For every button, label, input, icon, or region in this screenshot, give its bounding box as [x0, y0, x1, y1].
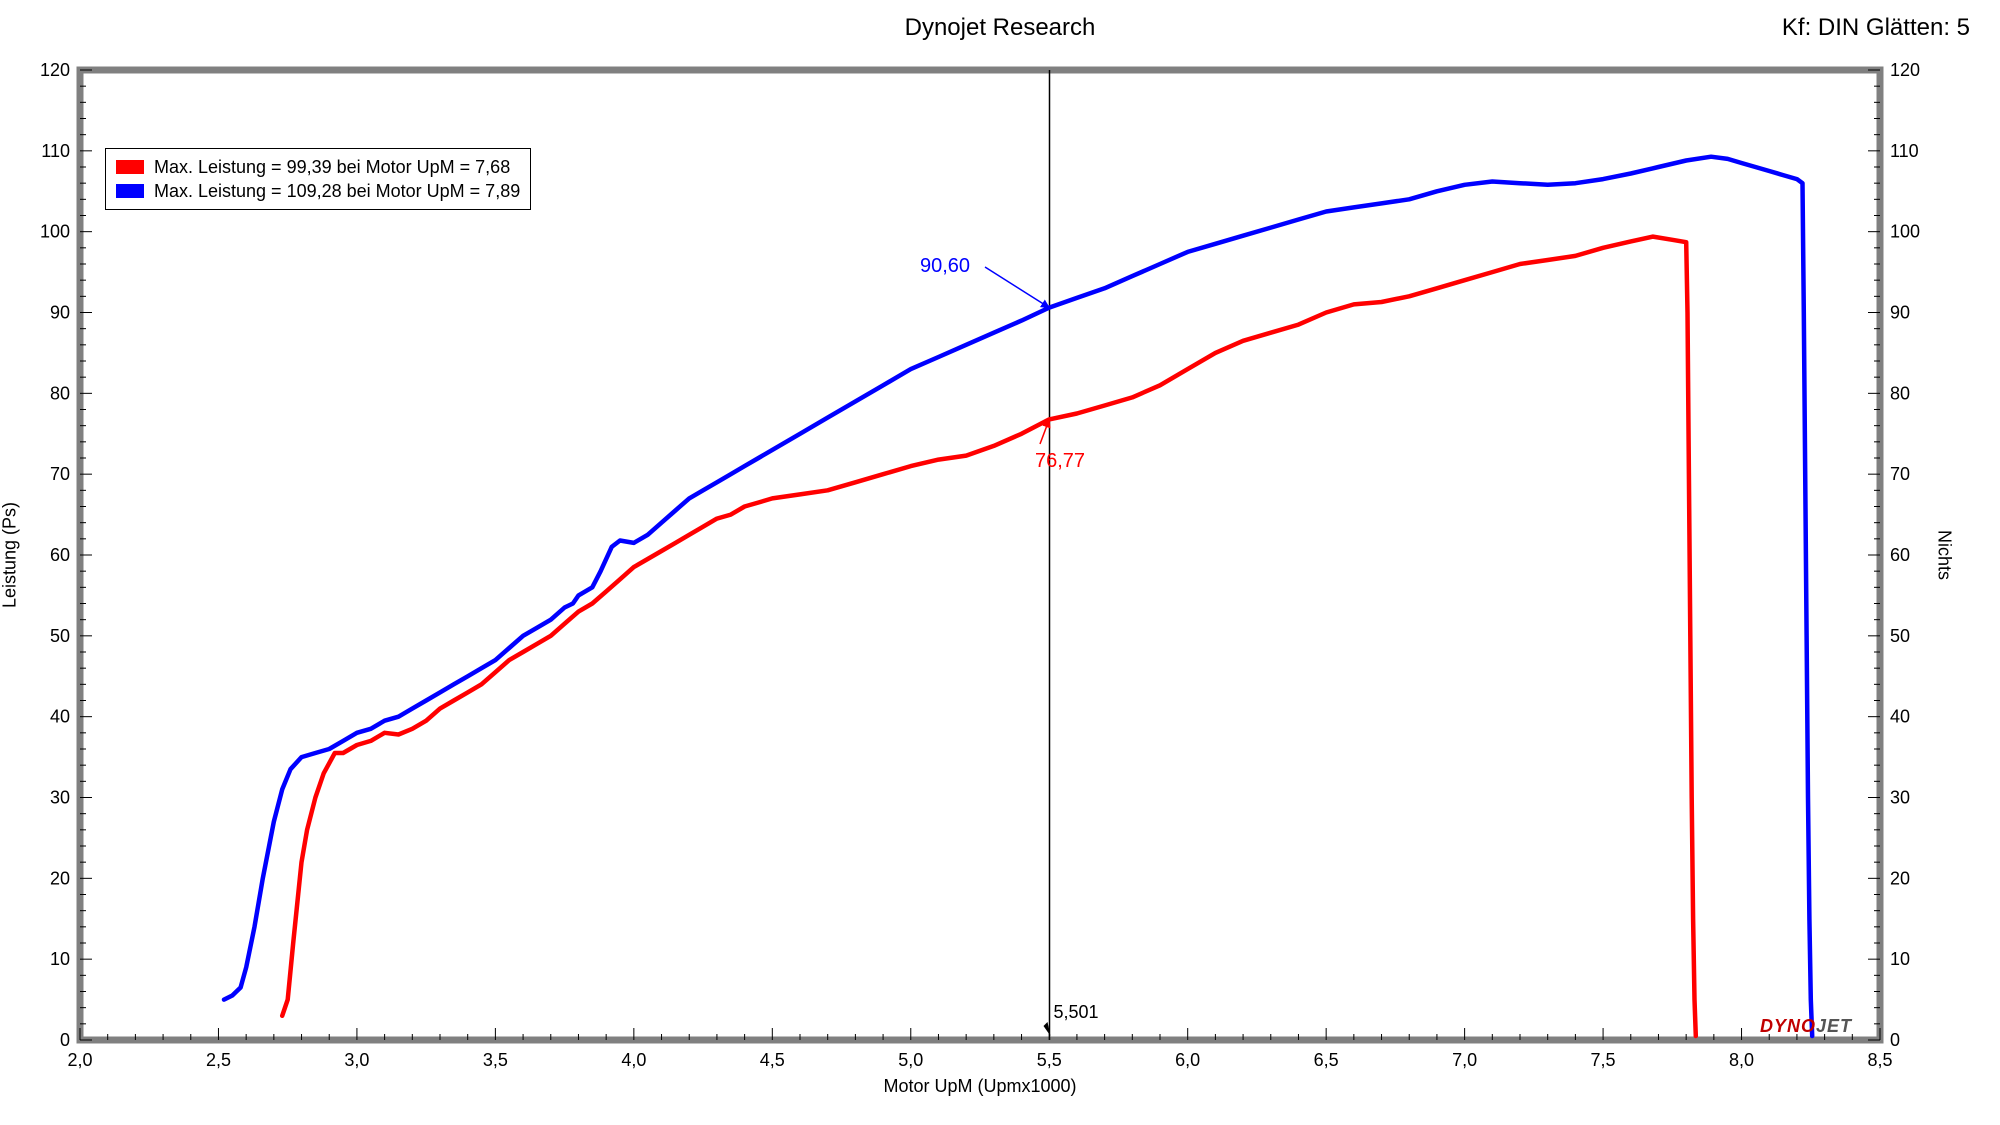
svg-text:10: 10: [1890, 949, 1910, 969]
svg-text:2,5: 2,5: [206, 1050, 231, 1070]
svg-text:5,5: 5,5: [1037, 1050, 1062, 1070]
svg-text:0: 0: [1890, 1030, 1900, 1050]
svg-text:120: 120: [40, 60, 70, 80]
svg-text:30: 30: [1890, 788, 1910, 808]
svg-text:5,501: 5,501: [1054, 1002, 1099, 1022]
svg-text:0: 0: [60, 1030, 70, 1050]
svg-text:6,0: 6,0: [1175, 1050, 1200, 1070]
svg-text:80: 80: [50, 383, 70, 403]
svg-text:90: 90: [1890, 303, 1910, 323]
svg-text:8,0: 8,0: [1729, 1050, 1754, 1070]
svg-text:100: 100: [1890, 222, 1920, 242]
svg-text:20: 20: [1890, 868, 1910, 888]
y-axis-left-label: Leistung (Ps): [0, 502, 21, 608]
svg-text:3,5: 3,5: [483, 1050, 508, 1070]
legend-swatch: [116, 184, 144, 198]
svg-text:4,5: 4,5: [760, 1050, 785, 1070]
svg-text:8,5: 8,5: [1867, 1050, 1892, 1070]
legend-box: Max. Leistung = 99,39 bei Motor UpM = 7,…: [105, 148, 531, 210]
svg-text:20: 20: [50, 868, 70, 888]
dynojet-logo: DYNOJET: [1760, 1016, 1852, 1037]
svg-text:50: 50: [1890, 626, 1910, 646]
svg-text:2,0: 2,0: [67, 1050, 92, 1070]
svg-text:6,5: 6,5: [1314, 1050, 1339, 1070]
svg-text:80: 80: [1890, 383, 1910, 403]
svg-text:3,0: 3,0: [344, 1050, 369, 1070]
legend-label: Max. Leistung = 99,39 bei Motor UpM = 7,…: [154, 155, 510, 179]
svg-text:5,0: 5,0: [898, 1050, 923, 1070]
svg-text:7,0: 7,0: [1452, 1050, 1477, 1070]
svg-text:90: 90: [50, 303, 70, 323]
legend-swatch: [116, 160, 144, 174]
svg-text:10: 10: [50, 949, 70, 969]
svg-text:30: 30: [50, 788, 70, 808]
legend-label: Max. Leistung = 109,28 bei Motor UpM = 7…: [154, 179, 520, 203]
legend-item: Max. Leistung = 99,39 bei Motor UpM = 7,…: [116, 155, 520, 179]
y-axis-right-label: Nichts: [1934, 530, 1955, 580]
cursor-value-label: 90,60: [920, 255, 970, 278]
x-axis-label: Motor UpM (Upmx1000): [80, 1076, 1880, 1097]
cursor-value-label: 76,77: [1035, 450, 1085, 473]
svg-text:110: 110: [41, 141, 70, 161]
svg-text:100: 100: [40, 222, 70, 242]
svg-text:110: 110: [1890, 141, 1919, 161]
svg-text:40: 40: [50, 707, 70, 727]
svg-text:50: 50: [50, 626, 70, 646]
legend-item: Max. Leistung = 109,28 bei Motor UpM = 7…: [116, 179, 520, 203]
svg-text:40: 40: [1890, 707, 1910, 727]
svg-text:120: 120: [1890, 60, 1920, 80]
svg-text:7,5: 7,5: [1591, 1050, 1616, 1070]
svg-text:70: 70: [50, 464, 70, 484]
svg-text:60: 60: [1890, 545, 1910, 565]
svg-text:60: 60: [50, 545, 70, 565]
svg-text:4,0: 4,0: [621, 1050, 646, 1070]
svg-text:70: 70: [1890, 464, 1910, 484]
